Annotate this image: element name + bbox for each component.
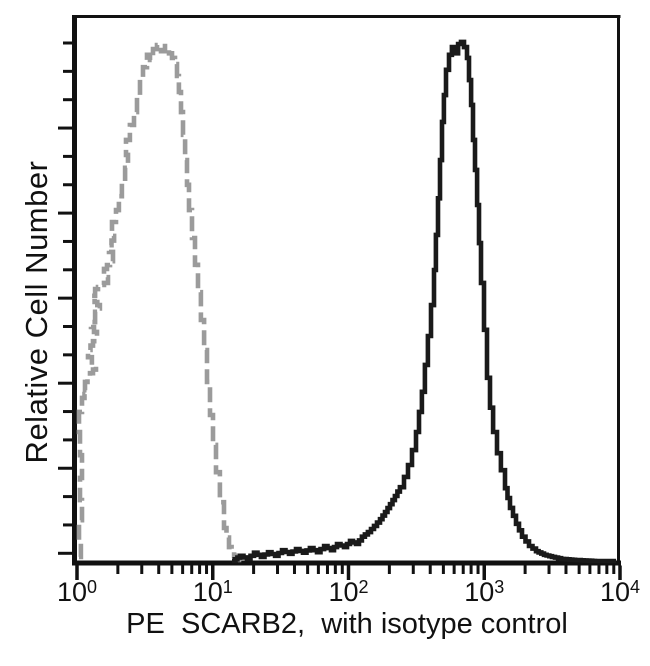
tick-exponent: 1 — [222, 577, 233, 597]
plot-frame — [72, 15, 621, 566]
x-tick-label-10e1: 101 — [193, 577, 233, 608]
x-axis-label: PE SCARB2, with isotype control — [126, 608, 568, 640]
tick-exponent: 3 — [494, 577, 505, 597]
histogram-curves — [76, 39, 617, 564]
tick-exponent: 0 — [87, 577, 98, 597]
tick-base: 10 — [56, 577, 88, 607]
tick-base: 10 — [192, 577, 223, 607]
isotype-control-curve — [76, 42, 249, 563]
x-tick-label-10e0: 100 — [57, 577, 97, 608]
tick-exponent: 2 — [358, 577, 369, 597]
x-tick-label-10e2: 102 — [328, 577, 368, 608]
tick-base: 10 — [464, 577, 495, 607]
pe-scarb2-curve — [232, 39, 617, 564]
x-tick-label-10e4: 104 — [600, 577, 640, 608]
tick-base: 10 — [328, 577, 359, 607]
y-axis-label: Relative Cell Number — [19, 160, 54, 464]
axis-ticks — [58, 41, 622, 580]
tick-base: 10 — [599, 577, 631, 607]
x-tick-label-10e3: 103 — [464, 577, 504, 608]
tick-exponent: 4 — [630, 577, 641, 597]
